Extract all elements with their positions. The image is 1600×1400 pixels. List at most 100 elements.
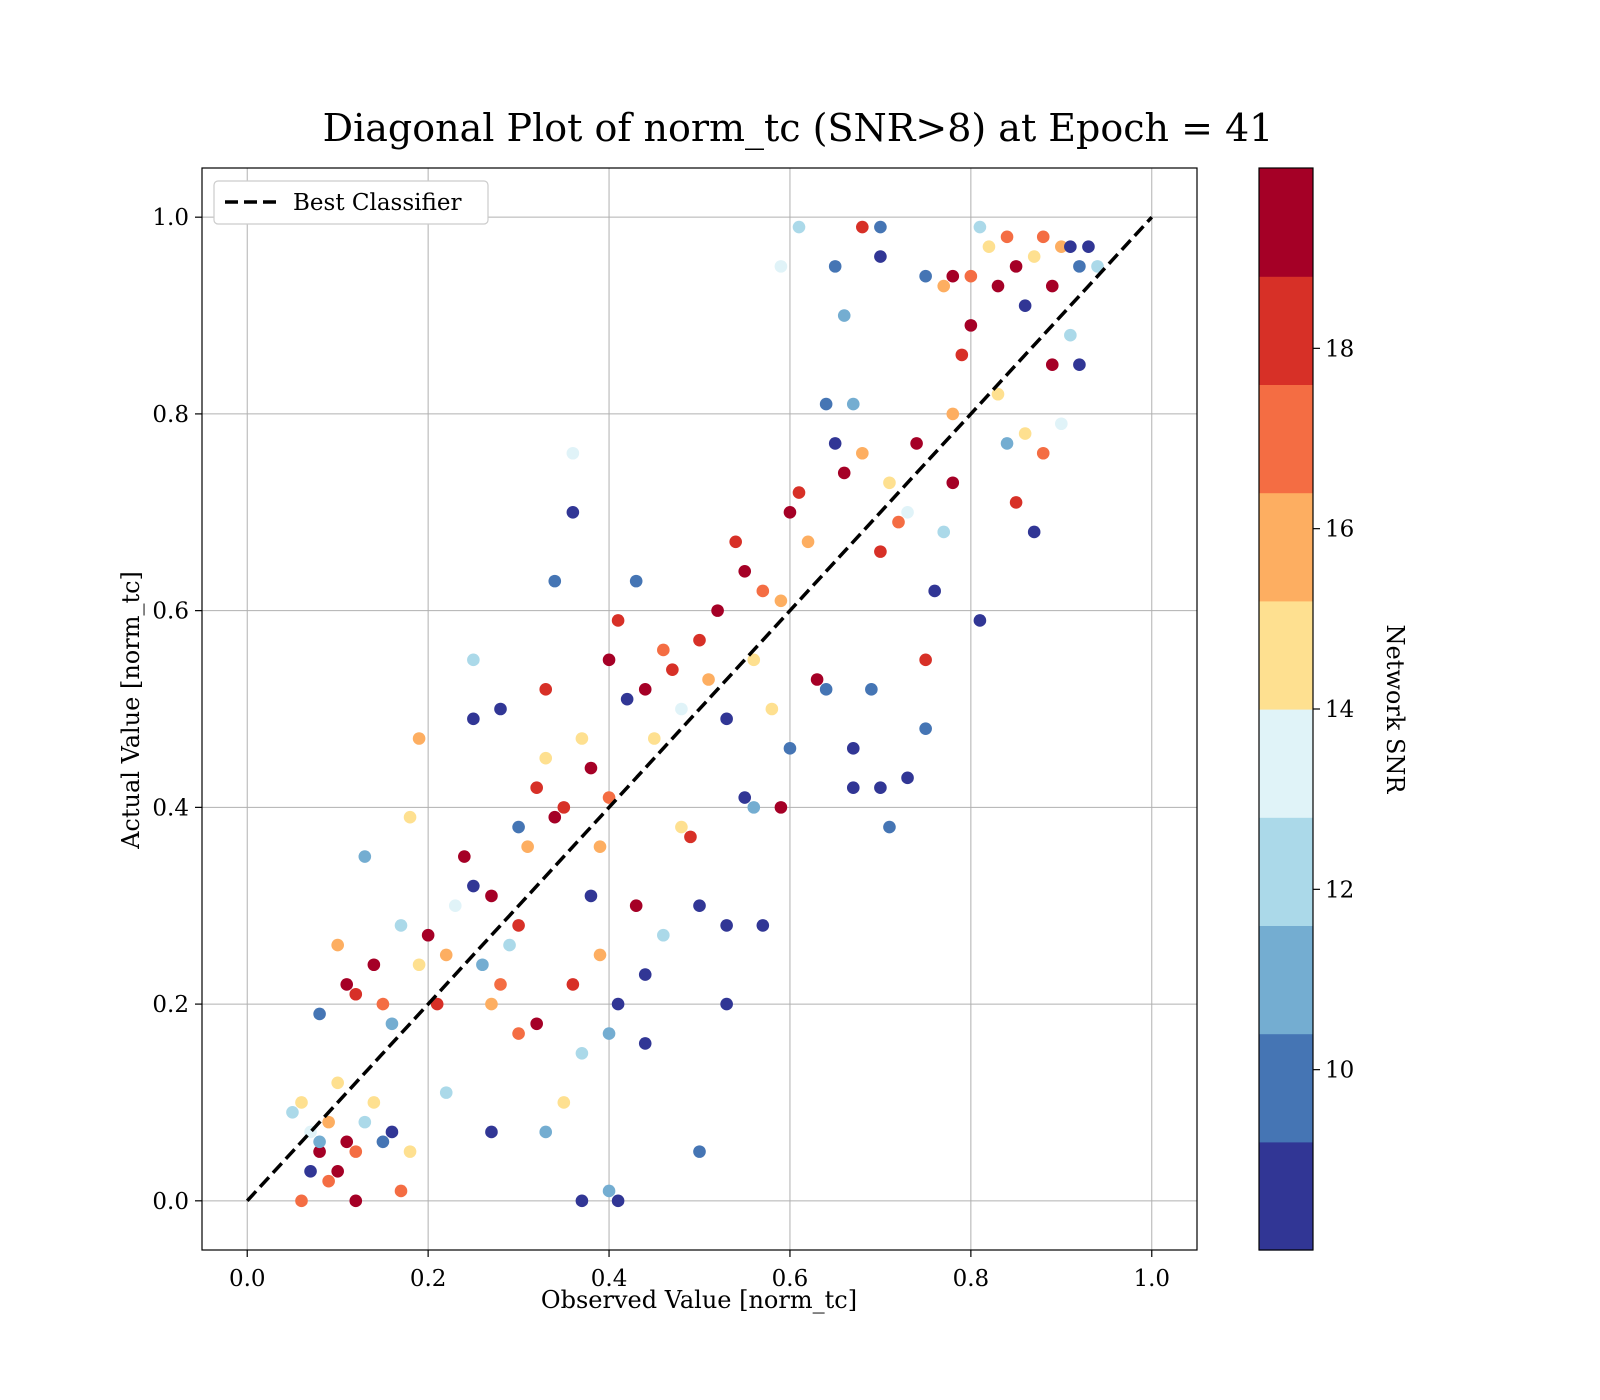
scatter-point — [973, 220, 987, 234]
scatter-point — [1036, 446, 1050, 460]
scatter-point — [322, 1115, 335, 1129]
colorbar-band — [1259, 1033, 1313, 1143]
scatter-point — [458, 850, 471, 863]
scatter-point — [1027, 525, 1041, 539]
scatter-point — [756, 919, 770, 932]
best-classifier-line — [245, 215, 1154, 1203]
scatter-point — [602, 653, 616, 667]
scatter-point — [557, 801, 571, 814]
scatter-point — [530, 781, 543, 794]
scatter-point — [937, 279, 951, 293]
scatter-point — [467, 712, 480, 726]
scatter-point — [629, 899, 643, 913]
scatter-point — [964, 319, 978, 332]
scatter-point — [919, 269, 932, 283]
scatter-point — [1045, 279, 1059, 293]
x-tick-label: 1.0 — [1133, 1266, 1170, 1292]
scatter-point — [647, 732, 661, 745]
scatter-point — [819, 397, 833, 411]
colorbar-label: Network SNR — [1381, 625, 1409, 795]
scatter-point — [1073, 358, 1086, 372]
colorbar-band — [1259, 492, 1313, 602]
scatter-point — [485, 889, 498, 903]
scatter-point — [657, 928, 670, 942]
scatter-point — [675, 820, 688, 834]
scatter-point — [611, 1194, 625, 1208]
scatter-point — [367, 958, 381, 972]
scatter-point — [485, 1125, 498, 1139]
scatter-point — [584, 889, 598, 903]
scatter-point — [593, 948, 607, 962]
scatter-point — [521, 840, 534, 854]
scatter-point — [611, 614, 625, 627]
scatter-point — [801, 535, 815, 549]
scatter-point — [503, 938, 516, 952]
chart-title: Diagonal Plot of norm_tc (SNR>8) at Epoc… — [323, 106, 1274, 151]
scatter-point — [394, 919, 408, 932]
scatter-point — [846, 397, 860, 411]
scatter-point — [729, 535, 742, 549]
x-tick-label: 0.0 — [229, 1266, 266, 1292]
scatter-point — [539, 1125, 553, 1139]
scatter-point — [874, 545, 887, 558]
scatter-point — [602, 791, 616, 804]
x-tick-label: 0.6 — [772, 1266, 809, 1292]
scatter-point — [946, 407, 960, 421]
scatter-point — [313, 1135, 326, 1149]
scatter-point — [991, 279, 1005, 293]
scatter-point — [349, 1145, 363, 1158]
scatter-point — [584, 761, 598, 775]
scatter-point — [367, 1096, 381, 1109]
scatter-point — [684, 830, 697, 844]
scatter-point — [792, 486, 806, 499]
scatter-point — [657, 643, 670, 657]
colorbar-tick-label: 18 — [1325, 336, 1354, 362]
scatter-point — [494, 702, 507, 716]
scatter-point — [856, 220, 869, 234]
scatter-point — [901, 505, 914, 519]
scatter-point — [774, 594, 788, 608]
scatter-point — [512, 820, 525, 834]
scatter-point — [575, 1046, 589, 1060]
scatter-point — [846, 781, 860, 794]
scatter-point — [593, 840, 607, 854]
scatter-point — [494, 978, 507, 991]
scatter-point — [512, 919, 525, 932]
colorbar-band — [1259, 600, 1313, 710]
colorbar-tick-label: 16 — [1325, 517, 1354, 543]
scatter-point — [349, 987, 363, 1001]
scatter-point — [430, 997, 444, 1011]
scatter-point — [856, 446, 869, 460]
scatter-point — [602, 1184, 616, 1198]
scatter-point — [611, 997, 625, 1011]
scatter-point — [340, 978, 354, 991]
scatter-point — [340, 1135, 354, 1149]
x-tick-label: 0.8 — [953, 1266, 990, 1292]
scatter-point — [819, 683, 833, 696]
y-tick-label: 0.2 — [152, 992, 189, 1018]
scatter-point — [783, 505, 797, 519]
scatter-point — [548, 810, 562, 824]
colorbar-band — [1259, 276, 1313, 385]
scatter-point — [955, 348, 969, 362]
scatter-point — [467, 879, 480, 893]
scatter-point — [313, 1007, 326, 1021]
y-tick-label: 0.0 — [152, 1189, 189, 1215]
scatter-point — [385, 1125, 399, 1139]
scatter-point — [765, 702, 779, 716]
scatter-point — [1036, 230, 1050, 244]
x-tick-label: 0.4 — [591, 1266, 628, 1292]
scatter-point — [973, 614, 987, 627]
y-tick-label: 0.4 — [152, 795, 189, 821]
scatter-point — [783, 742, 797, 755]
scatter-point — [837, 309, 851, 322]
colorbar-tick-label: 12 — [1325, 877, 1354, 903]
scatter-point — [575, 732, 589, 745]
scatter-point — [295, 1194, 308, 1208]
x-tick-label: 0.2 — [410, 1266, 447, 1292]
scatter-point — [865, 683, 878, 696]
scatter-point — [720, 712, 733, 726]
scatter-point — [349, 1194, 363, 1208]
scatter-point — [403, 1145, 417, 1158]
scatter-point — [557, 1096, 571, 1109]
